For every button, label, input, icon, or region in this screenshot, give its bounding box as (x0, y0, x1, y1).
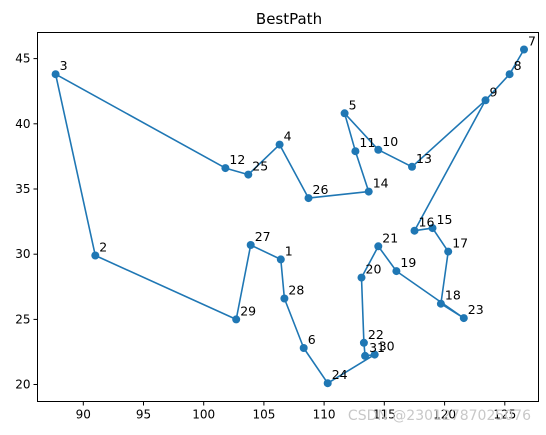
y-tick-label: 30 (15, 247, 30, 261)
y-tick-label: 25 (15, 312, 30, 326)
y-axis: 20 25 30 35 40 45 (15, 52, 38, 392)
point-label-31: 31 (369, 340, 385, 355)
y-tick-label: 20 (15, 378, 30, 392)
point-label-21: 21 (382, 230, 398, 245)
point-label-16: 16 (419, 215, 435, 230)
path-layer (54, 48, 525, 385)
point-label-25: 25 (252, 159, 268, 174)
point-label-30: 30 (379, 339, 395, 354)
x-tick-label: 95 (136, 408, 151, 422)
point-label-6: 6 (308, 332, 316, 347)
data-point-1 (276, 255, 285, 264)
data-point-23 (459, 314, 468, 323)
data-point-11 (351, 147, 360, 156)
point-label-26: 26 (313, 182, 329, 197)
point-label-8: 8 (514, 58, 522, 73)
point-label-10: 10 (382, 134, 398, 149)
y-tick-label: 35 (15, 182, 30, 196)
data-point-8 (505, 70, 514, 79)
point-label-18: 18 (445, 288, 461, 303)
point-label-15: 15 (437, 212, 453, 227)
point-label-1: 1 (285, 243, 293, 258)
data-point-22 (359, 338, 368, 347)
point-label-24: 24 (332, 367, 348, 382)
data-point-7 (520, 45, 528, 54)
data-point-10 (374, 145, 383, 154)
x-tick-label: 125 (493, 408, 516, 422)
data-point-15 (428, 224, 437, 233)
data-point-26 (304, 194, 313, 203)
point-label-17: 17 (452, 236, 468, 251)
x-tick-label: 110 (313, 408, 336, 422)
data-point-16 (410, 226, 419, 235)
y-tick-label: 40 (15, 117, 30, 131)
data-point-9 (481, 96, 490, 105)
data-point-30 (370, 350, 379, 359)
data-point-19 (392, 267, 401, 276)
x-axis: 90 95 100 105 110 115 120 125 (76, 401, 516, 422)
data-point-29 (232, 315, 241, 324)
data-point-6 (299, 344, 308, 352)
point-label-3: 3 (60, 58, 68, 73)
points-layer (51, 45, 528, 388)
point-label-22: 22 (368, 327, 384, 342)
point-label-9: 9 (490, 84, 498, 99)
path-line (54, 48, 525, 385)
x-tick-label: 100 (192, 408, 215, 422)
data-point-20 (357, 273, 366, 282)
data-point-18 (436, 299, 445, 308)
point-label-29: 29 (240, 303, 256, 318)
data-point-21 (374, 242, 383, 251)
x-tick-label: 90 (76, 408, 91, 422)
data-point-25 (244, 170, 253, 179)
point-label-7: 7 (528, 34, 536, 49)
watermark: CSDN @23012787025076 (348, 408, 531, 424)
point-label-13: 13 (416, 151, 432, 166)
point-label-27: 27 (255, 229, 271, 244)
point-label-5: 5 (349, 97, 357, 112)
chart-title: BestPath (256, 10, 322, 28)
point-label-23: 23 (468, 302, 484, 317)
data-point-5 (340, 109, 349, 118)
point-label-20: 20 (366, 262, 382, 277)
data-point-31 (361, 351, 370, 360)
data-point-24 (323, 379, 332, 388)
data-point-3 (51, 70, 60, 79)
data-point-4 (275, 140, 284, 149)
point-label-19: 19 (400, 255, 416, 270)
data-point-28 (280, 294, 289, 303)
point-label-14: 14 (373, 176, 389, 191)
data-point-14 (364, 187, 373, 196)
data-point-27 (246, 241, 255, 249)
point-label-2: 2 (99, 240, 107, 255)
y-tick-label: 45 (15, 52, 30, 66)
x-tick-label: 105 (252, 408, 275, 422)
point-label-28: 28 (288, 283, 304, 298)
data-point-13 (408, 162, 416, 171)
point-label-12: 12 (229, 152, 245, 167)
data-point-2 (91, 251, 100, 260)
x-tick-label: 120 (433, 408, 456, 422)
data-point-12 (221, 164, 230, 173)
plot-frame (37, 32, 539, 402)
point-label-11: 11 (359, 135, 375, 150)
data-point-17 (444, 247, 453, 256)
x-tick-label: 115 (373, 408, 396, 422)
point-label-4: 4 (284, 129, 292, 144)
